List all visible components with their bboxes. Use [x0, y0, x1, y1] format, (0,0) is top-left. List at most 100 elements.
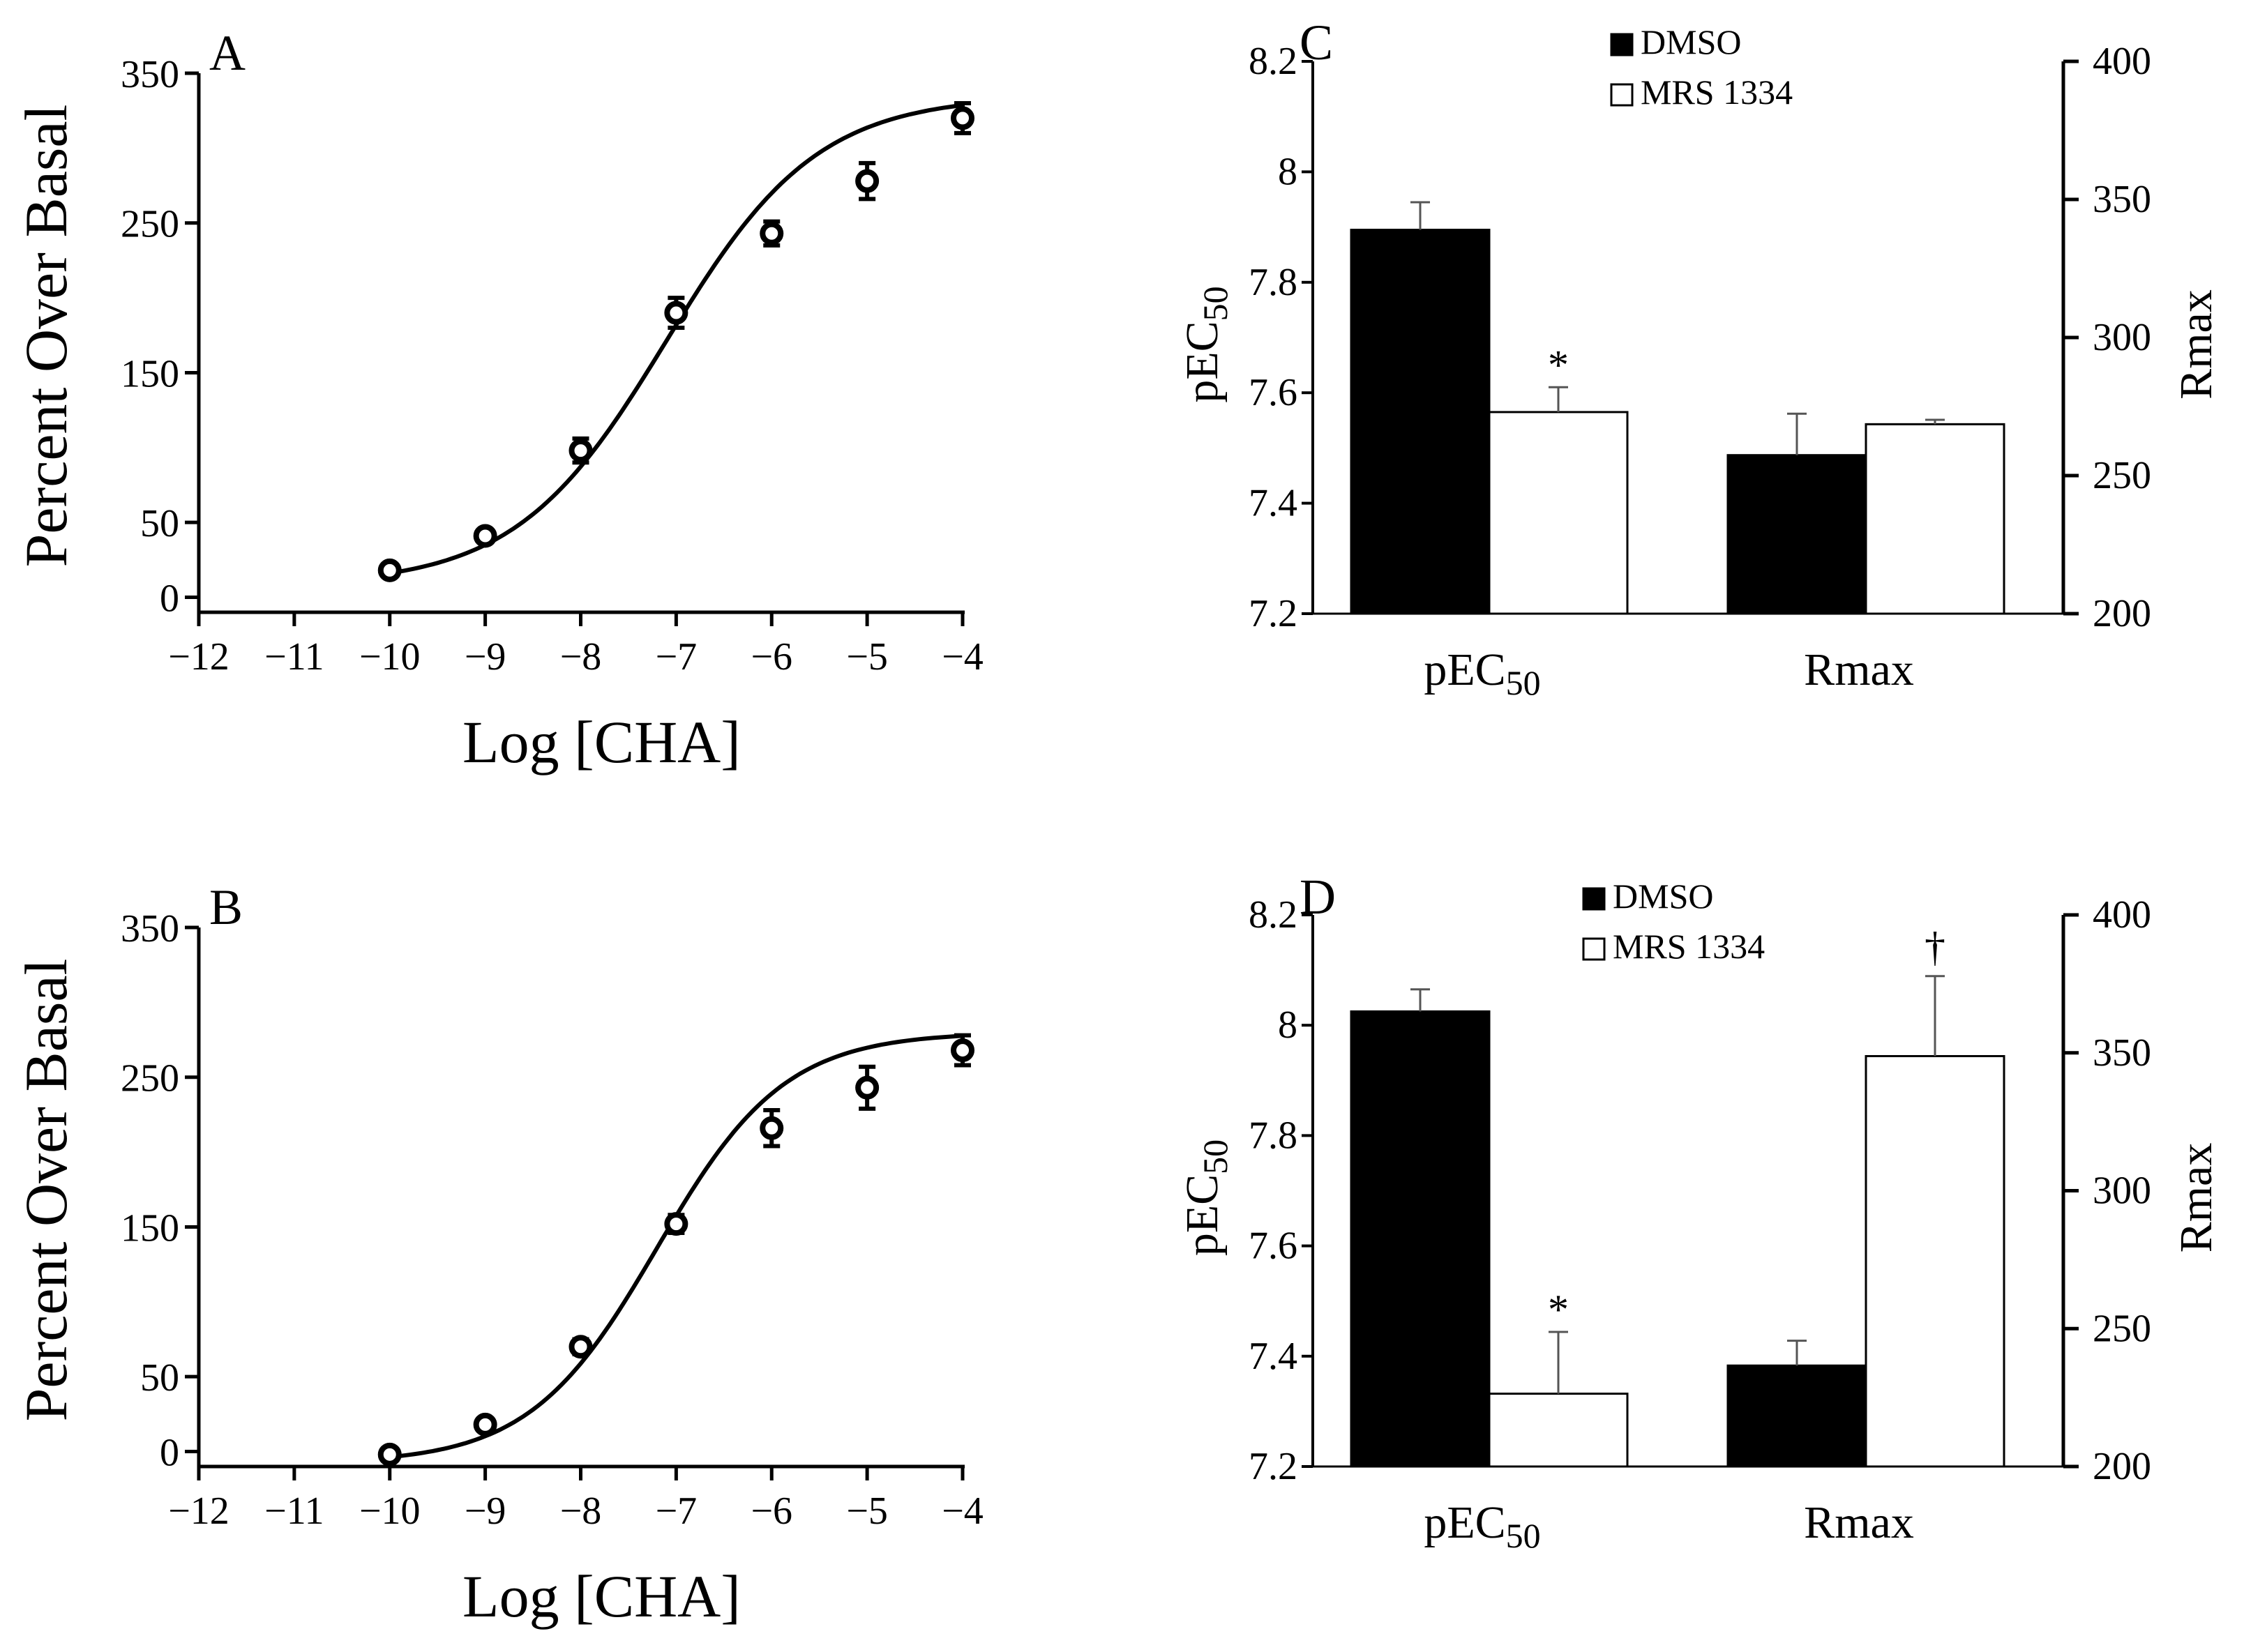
- x-tick-label: −4: [942, 1490, 984, 1533]
- x-tick-label: −7: [656, 1490, 698, 1533]
- left-axis-title-subscript: 50: [1196, 1139, 1235, 1174]
- left-axis-title: pEC50: [1177, 1139, 1235, 1256]
- right-tick-label: 400: [2093, 40, 2151, 83]
- y-tick-label: 250: [121, 203, 179, 246]
- legend-swatch: [1610, 83, 1634, 107]
- right-tick-label: 300: [2093, 1169, 2151, 1213]
- data-point: [473, 1412, 497, 1437]
- left-tick-label: 8: [1278, 1003, 1297, 1047]
- x-tick-label: −5: [846, 1490, 888, 1533]
- data-point: [568, 439, 593, 463]
- category-label: pEC50: [1424, 644, 1540, 702]
- right-tick-label: 400: [2093, 893, 2151, 937]
- legend-swatch: [1582, 937, 1606, 961]
- left-tick-label: 7.8: [1249, 1114, 1297, 1157]
- category-label: pEC50: [1424, 1497, 1540, 1555]
- bar-mrs-1334: [1488, 1393, 1629, 1468]
- right-axis-title: Rmax: [2171, 289, 2222, 400]
- category-label: Rmax: [1804, 644, 1914, 695]
- data-point: [855, 169, 880, 193]
- x-tick-label: −10: [359, 635, 421, 679]
- x-tick-label: −8: [560, 1490, 602, 1533]
- right-tick-label: 350: [2093, 1031, 2151, 1075]
- x-axis-title: Log [CHA]: [462, 708, 741, 775]
- category-label-main: Rmax: [1804, 1497, 1914, 1548]
- data-point: [664, 301, 688, 325]
- left-axis-title: pEC50: [1177, 286, 1235, 402]
- data-point: [568, 1335, 593, 1359]
- left-tick-label: 7.6: [1249, 1225, 1297, 1268]
- y-tick-label: 350: [121, 53, 179, 96]
- x-tick-label: −11: [264, 635, 324, 679]
- category-label-main: pEC: [1424, 644, 1505, 695]
- category-label-subscript: 50: [1506, 663, 1541, 702]
- data-point: [664, 1212, 688, 1236]
- data-point: [377, 1442, 402, 1467]
- right-tick-label: 300: [2093, 316, 2151, 359]
- y-axis-title: Percent Over Basal: [13, 105, 80, 568]
- y-tick-label: 250: [121, 1057, 179, 1100]
- bar-mrs-1334: [1488, 411, 1629, 615]
- significance-dagger: †: [1925, 924, 1945, 970]
- right-axis-title: Rmax: [2171, 1143, 2222, 1253]
- y-tick-label: 0: [160, 1432, 179, 1475]
- x-tick-label: −10: [359, 1490, 421, 1533]
- left-tick-label: 8: [1278, 150, 1297, 193]
- data-point: [951, 1038, 974, 1063]
- panel-b: −12 −11 −10 −9 −8 −7 −6 −5 −4 0 50 150 250 350 Log [CH…: [13, 879, 984, 1630]
- x-tick-label: −6: [751, 635, 792, 679]
- bar-mrs-1334: [1865, 1054, 2005, 1468]
- bar-dmso: [1726, 1364, 1867, 1468]
- left-tick-label: 8.2: [1249, 40, 1297, 83]
- y-tick-label: 50: [140, 502, 179, 545]
- right-tick-label: 250: [2093, 454, 2151, 497]
- significance-star: *: [1548, 1287, 1569, 1333]
- data-point: [473, 524, 497, 548]
- bar-dmso: [1350, 229, 1491, 615]
- bar-dmso: [1350, 1010, 1491, 1468]
- legend-swatch: [1610, 33, 1634, 56]
- panel-letter: C: [1300, 15, 1333, 70]
- y-tick-label: 150: [121, 352, 179, 395]
- right-tick-label: 250: [2093, 1307, 2151, 1350]
- x-tick-label: −6: [751, 1490, 792, 1533]
- fit-curve: [389, 1033, 963, 1460]
- data-point: [377, 558, 402, 582]
- legend-label: DMSO: [1641, 22, 1741, 61]
- x-tick-label: −5: [846, 635, 888, 679]
- left-tick-label: 7.2: [1249, 1445, 1297, 1488]
- data-point: [760, 1116, 784, 1140]
- x-tick-label: −12: [168, 635, 229, 679]
- right-tick-label: 200: [2093, 1445, 2151, 1488]
- y-tick-label: 150: [121, 1206, 179, 1250]
- x-tick-label: −4: [942, 635, 984, 679]
- x-tick-label: −12: [168, 1490, 229, 1533]
- left-tick-label: 7.8: [1249, 261, 1297, 304]
- panel-letter: D: [1300, 869, 1336, 925]
- x-tick-label: −8: [560, 635, 602, 679]
- legend-label: MRS 1334: [1613, 927, 1765, 966]
- legend-label: MRS 1334: [1641, 73, 1793, 112]
- panel-letter: B: [209, 879, 243, 935]
- category-label-main: pEC: [1424, 1497, 1505, 1548]
- data-point: [951, 106, 974, 130]
- right-tick-label: 350: [2093, 178, 2151, 221]
- panel-letter: A: [209, 25, 246, 81]
- bar-dmso: [1726, 454, 1867, 615]
- category-label-main: Rmax: [1804, 644, 1914, 695]
- left-tick-label: 7.4: [1249, 482, 1297, 525]
- left-tick-label: 7.6: [1249, 371, 1297, 414]
- bar-mrs-1334: [1865, 423, 2005, 615]
- category-label: Rmax: [1804, 1497, 1914, 1548]
- significance-star: *: [1548, 342, 1569, 388]
- legend-label: DMSO: [1613, 877, 1713, 916]
- x-tick-label: −9: [465, 1490, 506, 1533]
- data-point: [760, 221, 784, 245]
- y-axis-title: Percent Over Basal: [13, 959, 80, 1422]
- x-tick-label: −7: [656, 635, 698, 679]
- left-tick-label: 7.4: [1249, 1335, 1297, 1378]
- y-tick-label: 50: [140, 1356, 179, 1400]
- right-tick-label: 200: [2093, 592, 2151, 635]
